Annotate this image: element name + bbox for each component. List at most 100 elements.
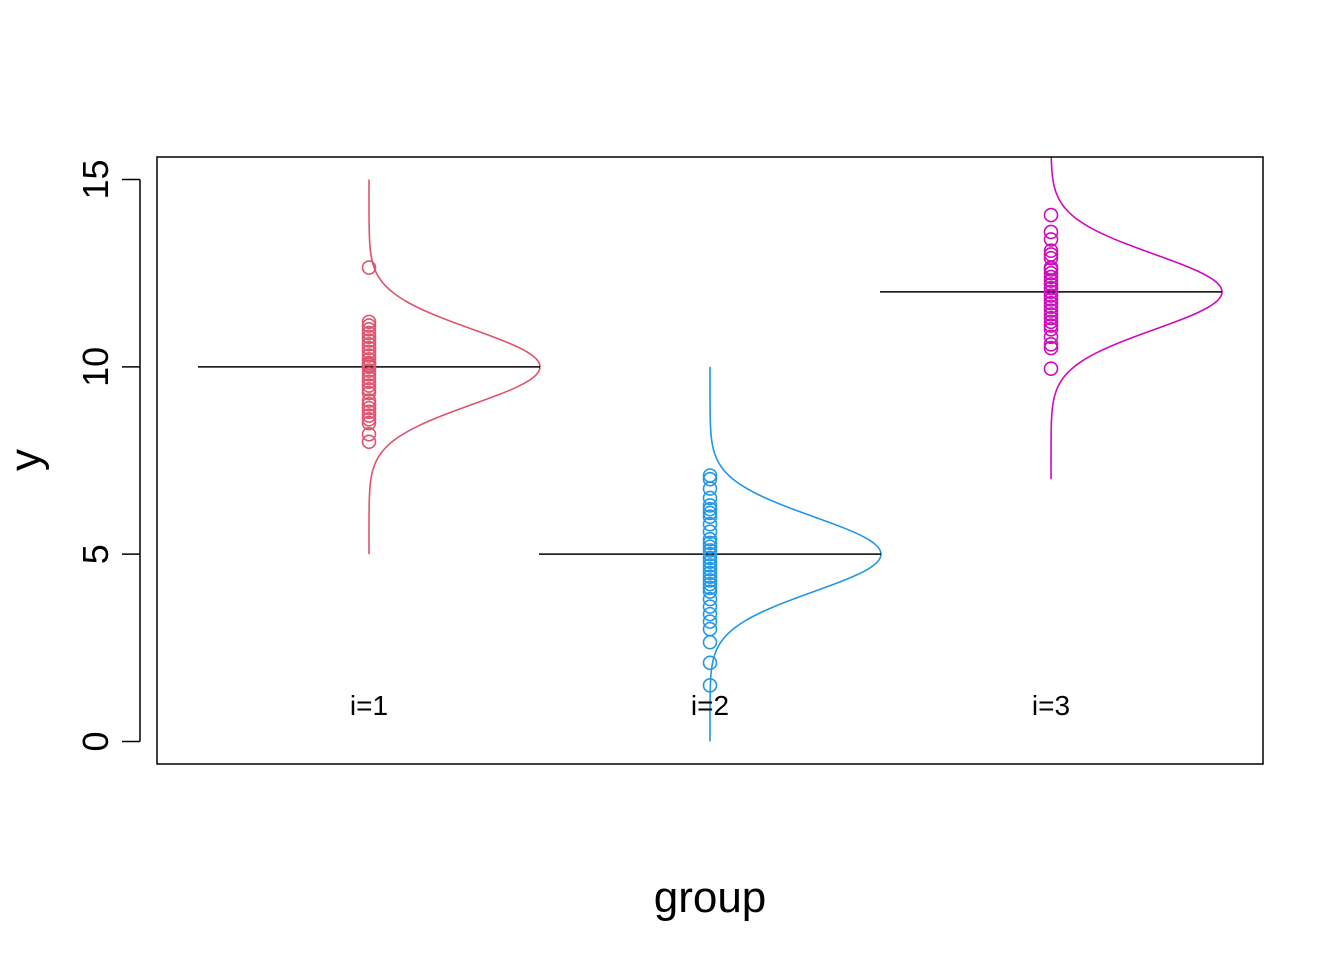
y-axis: 0 5 10 15 (75, 159, 141, 752)
data-point (361, 318, 377, 333)
data-point (361, 408, 377, 423)
data-point (702, 606, 718, 622)
data-point (1043, 307, 1059, 322)
data-point (361, 325, 377, 341)
data-point (1043, 250, 1059, 266)
data-point (1043, 329, 1059, 345)
data-point (1043, 310, 1059, 326)
data-point (702, 516, 718, 532)
data-point (361, 348, 377, 363)
data-point (1043, 207, 1059, 223)
group-label-3: i=3 (1032, 690, 1070, 721)
data-point (702, 569, 718, 584)
data-point (361, 378, 377, 393)
y-tick-label: 15 (75, 159, 116, 199)
data-point (702, 554, 718, 569)
data-point (361, 344, 377, 360)
data-point (702, 655, 718, 671)
data-point (702, 591, 718, 607)
data-point (702, 539, 718, 554)
data-point (361, 434, 377, 450)
data-point (361, 337, 377, 352)
x-axis-title: group (654, 873, 767, 922)
data-point (1043, 299, 1059, 315)
data-point (702, 558, 718, 573)
data-point (702, 576, 718, 592)
data-point (702, 584, 718, 599)
data-point (361, 322, 377, 337)
data-point (702, 531, 718, 547)
data-point (1043, 361, 1059, 377)
data-point (361, 385, 377, 401)
data-point (702, 634, 718, 650)
data-point (361, 415, 377, 431)
data-point (361, 314, 377, 330)
data-point (1043, 340, 1059, 356)
data-point (702, 614, 718, 629)
data-point (702, 550, 718, 566)
y-tick-label: 0 (75, 732, 116, 752)
data-point (1043, 318, 1059, 333)
data-point (361, 396, 377, 412)
group-label-1: i=1 (350, 690, 388, 721)
data-point (361, 340, 377, 356)
data-point (1043, 284, 1059, 300)
y-tick-label: 10 (75, 347, 116, 387)
data-point (702, 599, 718, 614)
plot-marks (198, 157, 1223, 742)
data-point (1043, 337, 1059, 352)
data-point (1043, 265, 1059, 281)
data-point (1043, 243, 1059, 258)
data-point (1043, 269, 1059, 285)
data-point (361, 400, 377, 416)
data-point (702, 490, 718, 506)
group-2 (539, 366, 882, 742)
data-point (1043, 280, 1059, 296)
data-point (702, 573, 718, 588)
data-point (702, 524, 718, 539)
data-point (1043, 314, 1059, 330)
data-point (702, 505, 718, 521)
data-point (1043, 224, 1059, 240)
data-point (1043, 303, 1059, 318)
data-point (1043, 322, 1059, 337)
data-point (361, 411, 377, 427)
y-axis-title: y (1, 449, 50, 471)
data-point (702, 501, 718, 517)
data-point (702, 471, 718, 487)
group-label-2: i=2 (691, 690, 729, 721)
data-point (1043, 295, 1059, 311)
group-3 (880, 157, 1223, 480)
data-point (702, 621, 718, 637)
data-point (361, 393, 377, 408)
data-point (361, 355, 377, 371)
data-point (361, 260, 377, 275)
data-point (702, 565, 718, 581)
data-point (1043, 277, 1059, 292)
group-1 (198, 179, 541, 555)
data-point (702, 678, 718, 693)
plot-frame (156, 156, 1264, 765)
data-point (361, 426, 377, 442)
y-tick-label: 5 (75, 544, 116, 564)
data-point (1043, 292, 1059, 307)
data-point (1043, 232, 1059, 247)
data-point (702, 535, 718, 551)
data-point (361, 374, 377, 390)
data-point (702, 580, 718, 596)
data-point (361, 363, 377, 378)
data-point (361, 382, 377, 397)
data-point (361, 333, 377, 348)
data-point (1043, 247, 1059, 262)
data-point (702, 546, 718, 562)
data-point (702, 468, 718, 483)
data-point (702, 561, 718, 577)
data-point (702, 543, 718, 558)
data-point (1043, 288, 1059, 303)
data-point (361, 352, 377, 367)
data-point (361, 329, 377, 345)
data-point (702, 498, 718, 513)
data-point (702, 509, 718, 525)
data-point (361, 404, 377, 420)
